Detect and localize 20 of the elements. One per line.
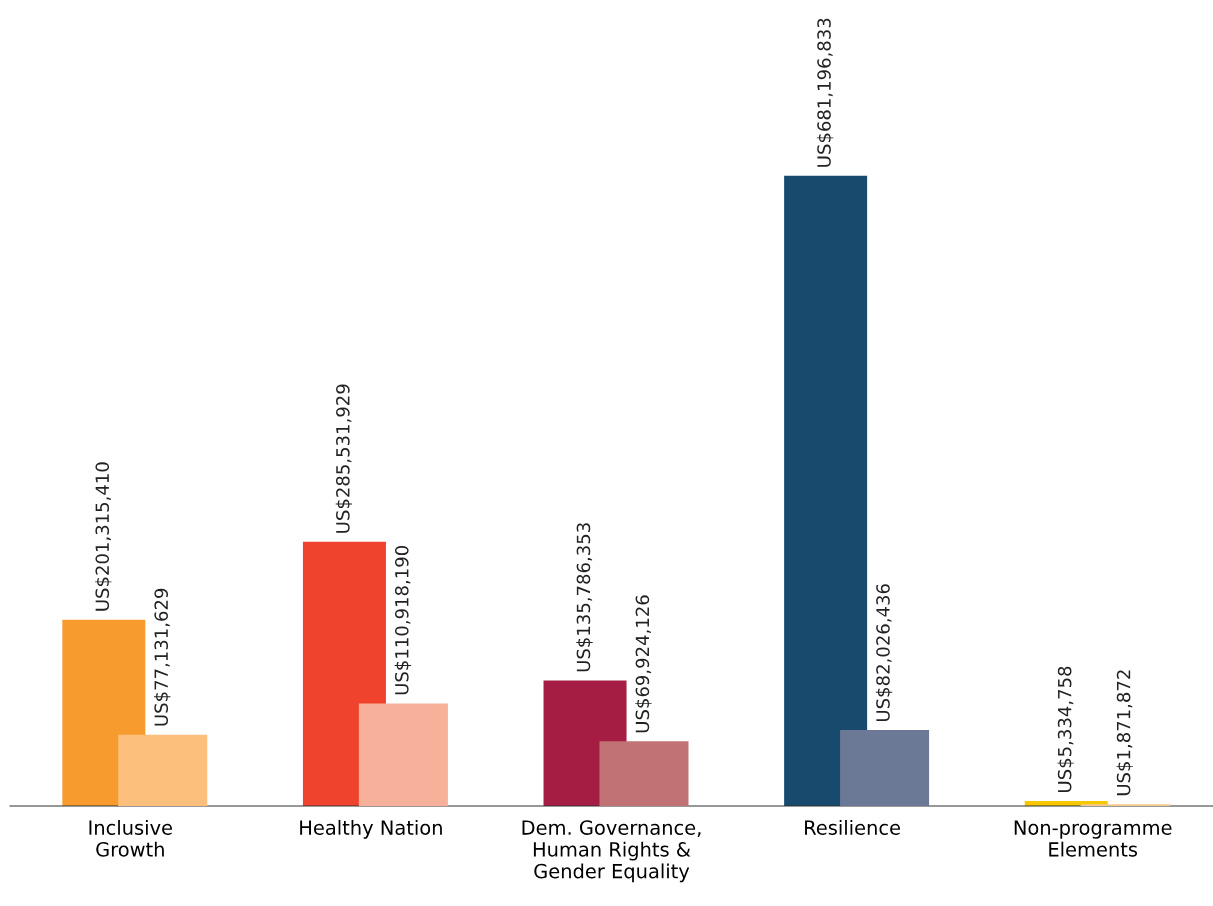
data-label: US$77,131,629 [154,588,171,726]
data-label: US$110,918,190 [394,546,412,695]
bar [358,703,448,806]
x-tick-label: Resilience [805,819,900,835]
data-label: US$201,315,410 [95,462,112,611]
x-tick-label: Dem. Governance, Human Rights & Gender Equality [522,820,701,883]
data-label: US$285,531,929 [335,384,353,533]
data-label: US$69,924,126 [635,595,652,733]
x-tick-label: Healthy Nation [300,819,442,839]
x-tick-label: Non-programme Elements [1014,820,1172,857]
bar [599,741,689,806]
bar [784,175,868,806]
bar [118,734,208,806]
x-tick-label: Inclusive Growth [89,819,172,857]
data-label: US$135,786,353 [576,523,593,672]
data-label: US$5,334,758 [1057,666,1074,792]
data-label: US$1,871,872 [1116,670,1133,796]
data-label: US$82,026,436 [875,584,893,721]
data-label: US$681,196,833 [816,18,834,167]
bar [840,730,930,806]
